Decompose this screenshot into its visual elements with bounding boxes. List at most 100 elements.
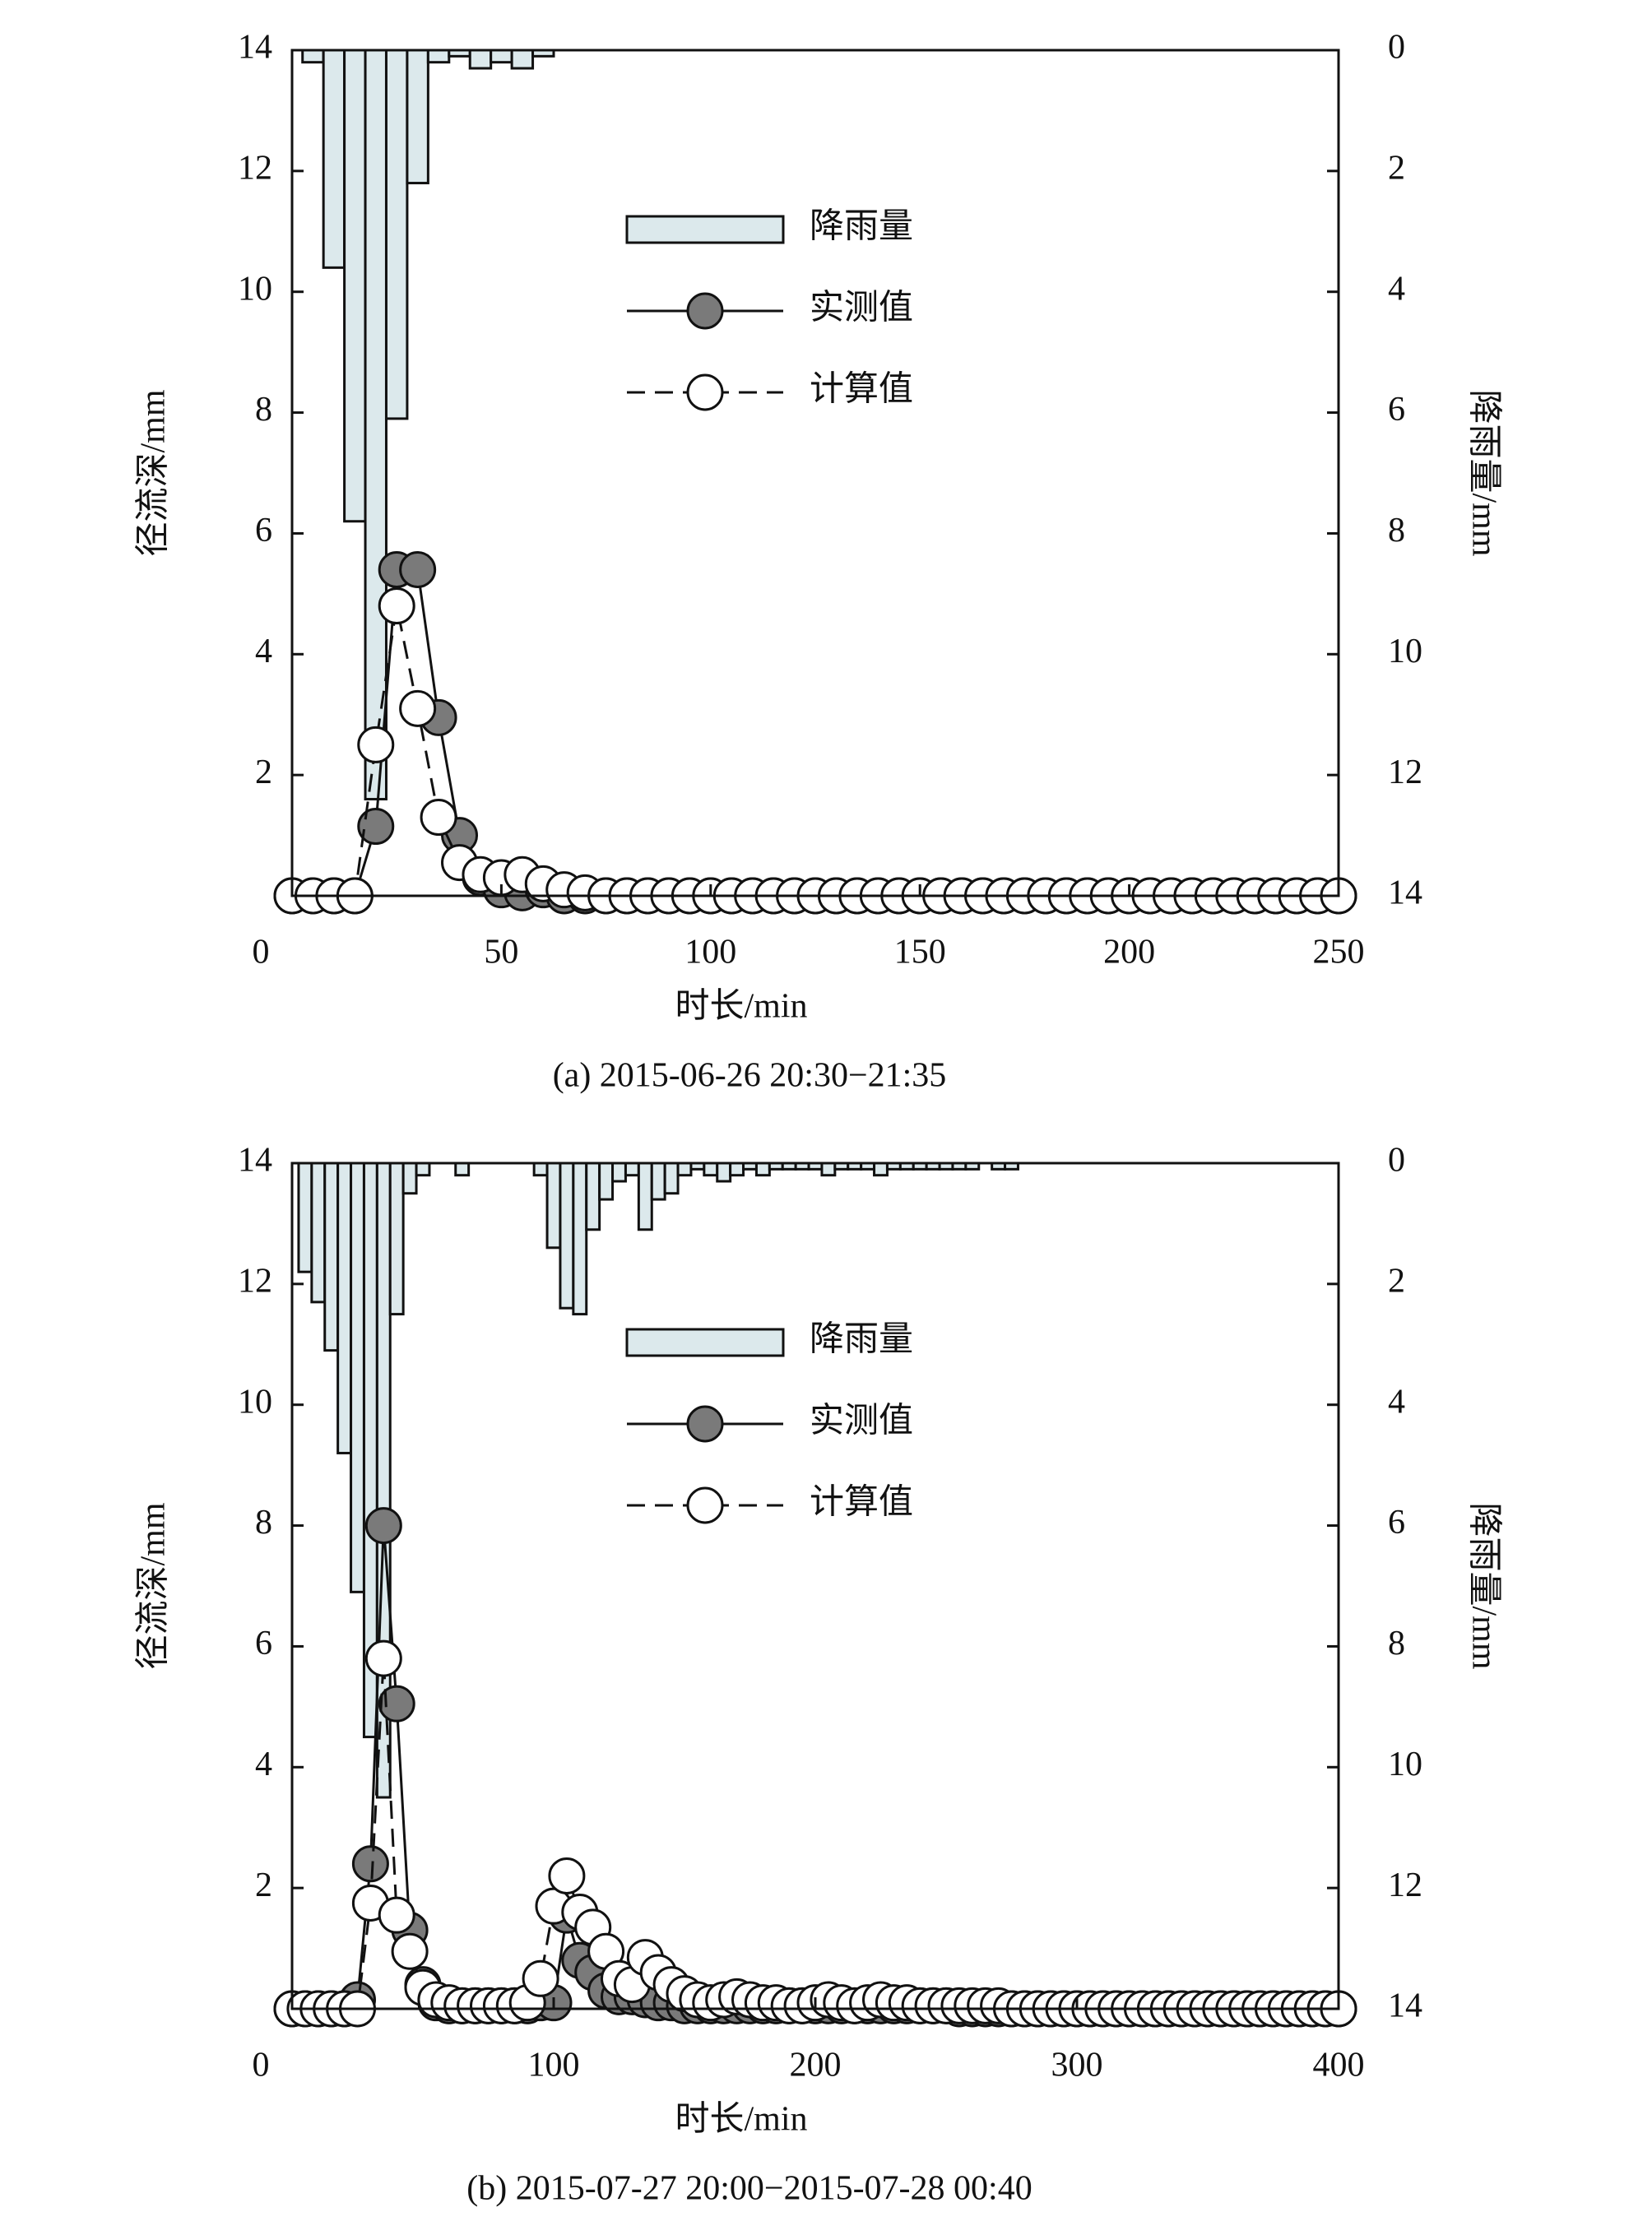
caption: (b) 2015-07-27 20:00−2015-07-28 00:40 bbox=[466, 2170, 1032, 2208]
x-tick-label: 100 bbox=[528, 2047, 580, 2084]
legend-label: 实测值 bbox=[810, 1402, 913, 1440]
rain-bar bbox=[585, 1162, 601, 1231]
y-tick-label: 10 bbox=[238, 1383, 272, 1421]
y2-tick-label: 12 bbox=[1388, 1866, 1422, 1904]
point bbox=[378, 587, 415, 625]
y2-axis-label: 降雨量/mm bbox=[1464, 389, 1502, 556]
x-axis-label: 时长/min bbox=[675, 2101, 807, 2139]
x-tick-label: 250 bbox=[1313, 934, 1365, 971]
point bbox=[364, 1507, 402, 1545]
rain-bar bbox=[343, 49, 367, 523]
y-axis-label: 径流深/mm bbox=[135, 1502, 173, 1669]
point bbox=[378, 1896, 415, 1934]
y2-tick-label: 4 bbox=[1388, 1383, 1405, 1421]
rain-bar bbox=[611, 1162, 627, 1183]
rain-bar bbox=[406, 49, 429, 185]
point bbox=[357, 726, 395, 763]
x-tick-label: 200 bbox=[790, 2047, 842, 2084]
rain-bar bbox=[873, 1162, 889, 1177]
rain-bar bbox=[820, 1162, 837, 1177]
y-axis-label: 径流深/mm bbox=[135, 389, 173, 556]
rain-bar bbox=[624, 1162, 640, 1177]
x-tick-label: 0 bbox=[253, 2047, 270, 2084]
rain-bar bbox=[676, 1162, 693, 1177]
y2-tick-label: 2 bbox=[1388, 149, 1405, 187]
plot-frame bbox=[290, 1162, 1340, 2010]
rain-bar bbox=[510, 49, 535, 70]
y2-tick-label: 6 bbox=[1388, 1504, 1405, 1542]
x-tick-label: 400 bbox=[1313, 2047, 1365, 2084]
x-tick-label: 200 bbox=[1103, 934, 1155, 971]
y-tick-label: 6 bbox=[255, 512, 272, 549]
legend-label: 计算值 bbox=[810, 1484, 913, 1522]
legend-label: 降雨量 bbox=[810, 208, 913, 246]
y-tick-label: 8 bbox=[255, 1504, 272, 1542]
y2-tick-label: 2 bbox=[1388, 1262, 1405, 1300]
rain-bar bbox=[388, 1162, 405, 1316]
caption: (a) 2015-06-26 20:30−21:35 bbox=[553, 1057, 947, 1095]
x-tick-label: 100 bbox=[684, 934, 736, 971]
rain-bar bbox=[545, 1162, 562, 1250]
y-tick-label: 8 bbox=[255, 391, 272, 429]
y2-tick-label: 14 bbox=[1388, 1987, 1422, 2025]
rain-bar bbox=[532, 1162, 549, 1177]
y-tick-label: 14 bbox=[238, 29, 272, 67]
calculated-line bbox=[292, 1658, 1339, 2010]
rain-bar bbox=[297, 1162, 313, 1273]
y-tick-label: 12 bbox=[238, 1262, 272, 1300]
x-axis-label: 时长/min bbox=[675, 988, 807, 1026]
y2-tick-label: 6 bbox=[1388, 391, 1405, 429]
y-tick-label: 4 bbox=[255, 1746, 272, 1783]
y-tick-label: 12 bbox=[238, 149, 272, 187]
legend-marker bbox=[686, 373, 724, 411]
rain-bar bbox=[598, 1162, 615, 1201]
x-tick-label: 300 bbox=[1051, 2047, 1103, 2084]
y2-tick-label: 12 bbox=[1388, 754, 1422, 791]
rain-bar bbox=[559, 1162, 575, 1310]
plot-frame bbox=[290, 49, 1340, 897]
y-tick-label: 2 bbox=[255, 754, 272, 791]
rain-bar bbox=[336, 1162, 353, 1454]
point bbox=[357, 808, 395, 846]
rain-bar bbox=[384, 49, 409, 420]
y-tick-label: 10 bbox=[238, 270, 272, 308]
y-tick-label: 4 bbox=[255, 633, 272, 670]
point bbox=[351, 1845, 389, 1883]
observed-line bbox=[292, 1525, 1339, 2010]
rain-bar bbox=[454, 1162, 471, 1177]
x-tick-label: 150 bbox=[894, 934, 946, 971]
legend-label: 计算值 bbox=[810, 371, 913, 409]
rain-bar bbox=[426, 49, 451, 64]
rain-bar bbox=[364, 49, 387, 801]
legend-marker bbox=[686, 292, 724, 330]
y2-tick-label: 14 bbox=[1388, 874, 1422, 912]
y-tick-label: 2 bbox=[255, 1866, 272, 1904]
legend-swatch bbox=[625, 215, 785, 244]
point bbox=[399, 550, 437, 588]
rain-bar bbox=[754, 1162, 771, 1177]
rain-bar bbox=[401, 1162, 418, 1195]
y2-tick-label: 10 bbox=[1388, 633, 1422, 670]
rain-bar bbox=[650, 1162, 666, 1201]
y2-axis-label: 降雨量/mm bbox=[1464, 1502, 1502, 1669]
y2-tick-label: 8 bbox=[1388, 1625, 1405, 1662]
rain-bar bbox=[663, 1162, 680, 1195]
rain-bar bbox=[637, 1162, 653, 1231]
rain-bar bbox=[310, 1162, 327, 1304]
point bbox=[364, 1639, 402, 1677]
point bbox=[399, 689, 437, 727]
point bbox=[522, 1959, 559, 1997]
y2-tick-label: 4 bbox=[1388, 270, 1405, 308]
rain-bar bbox=[323, 1162, 340, 1352]
y-tick-label: 14 bbox=[238, 1142, 272, 1180]
rain-bar bbox=[716, 1162, 732, 1183]
rain-bar bbox=[322, 49, 346, 269]
point bbox=[378, 1685, 415, 1723]
point bbox=[548, 1857, 586, 1894]
y2-tick-label: 8 bbox=[1388, 512, 1405, 549]
y2-tick-label: 10 bbox=[1388, 1746, 1422, 1783]
rain-bar bbox=[468, 49, 493, 70]
y2-tick-label: 0 bbox=[1388, 29, 1405, 67]
legend-label: 实测值 bbox=[810, 289, 913, 327]
point bbox=[420, 799, 457, 837]
